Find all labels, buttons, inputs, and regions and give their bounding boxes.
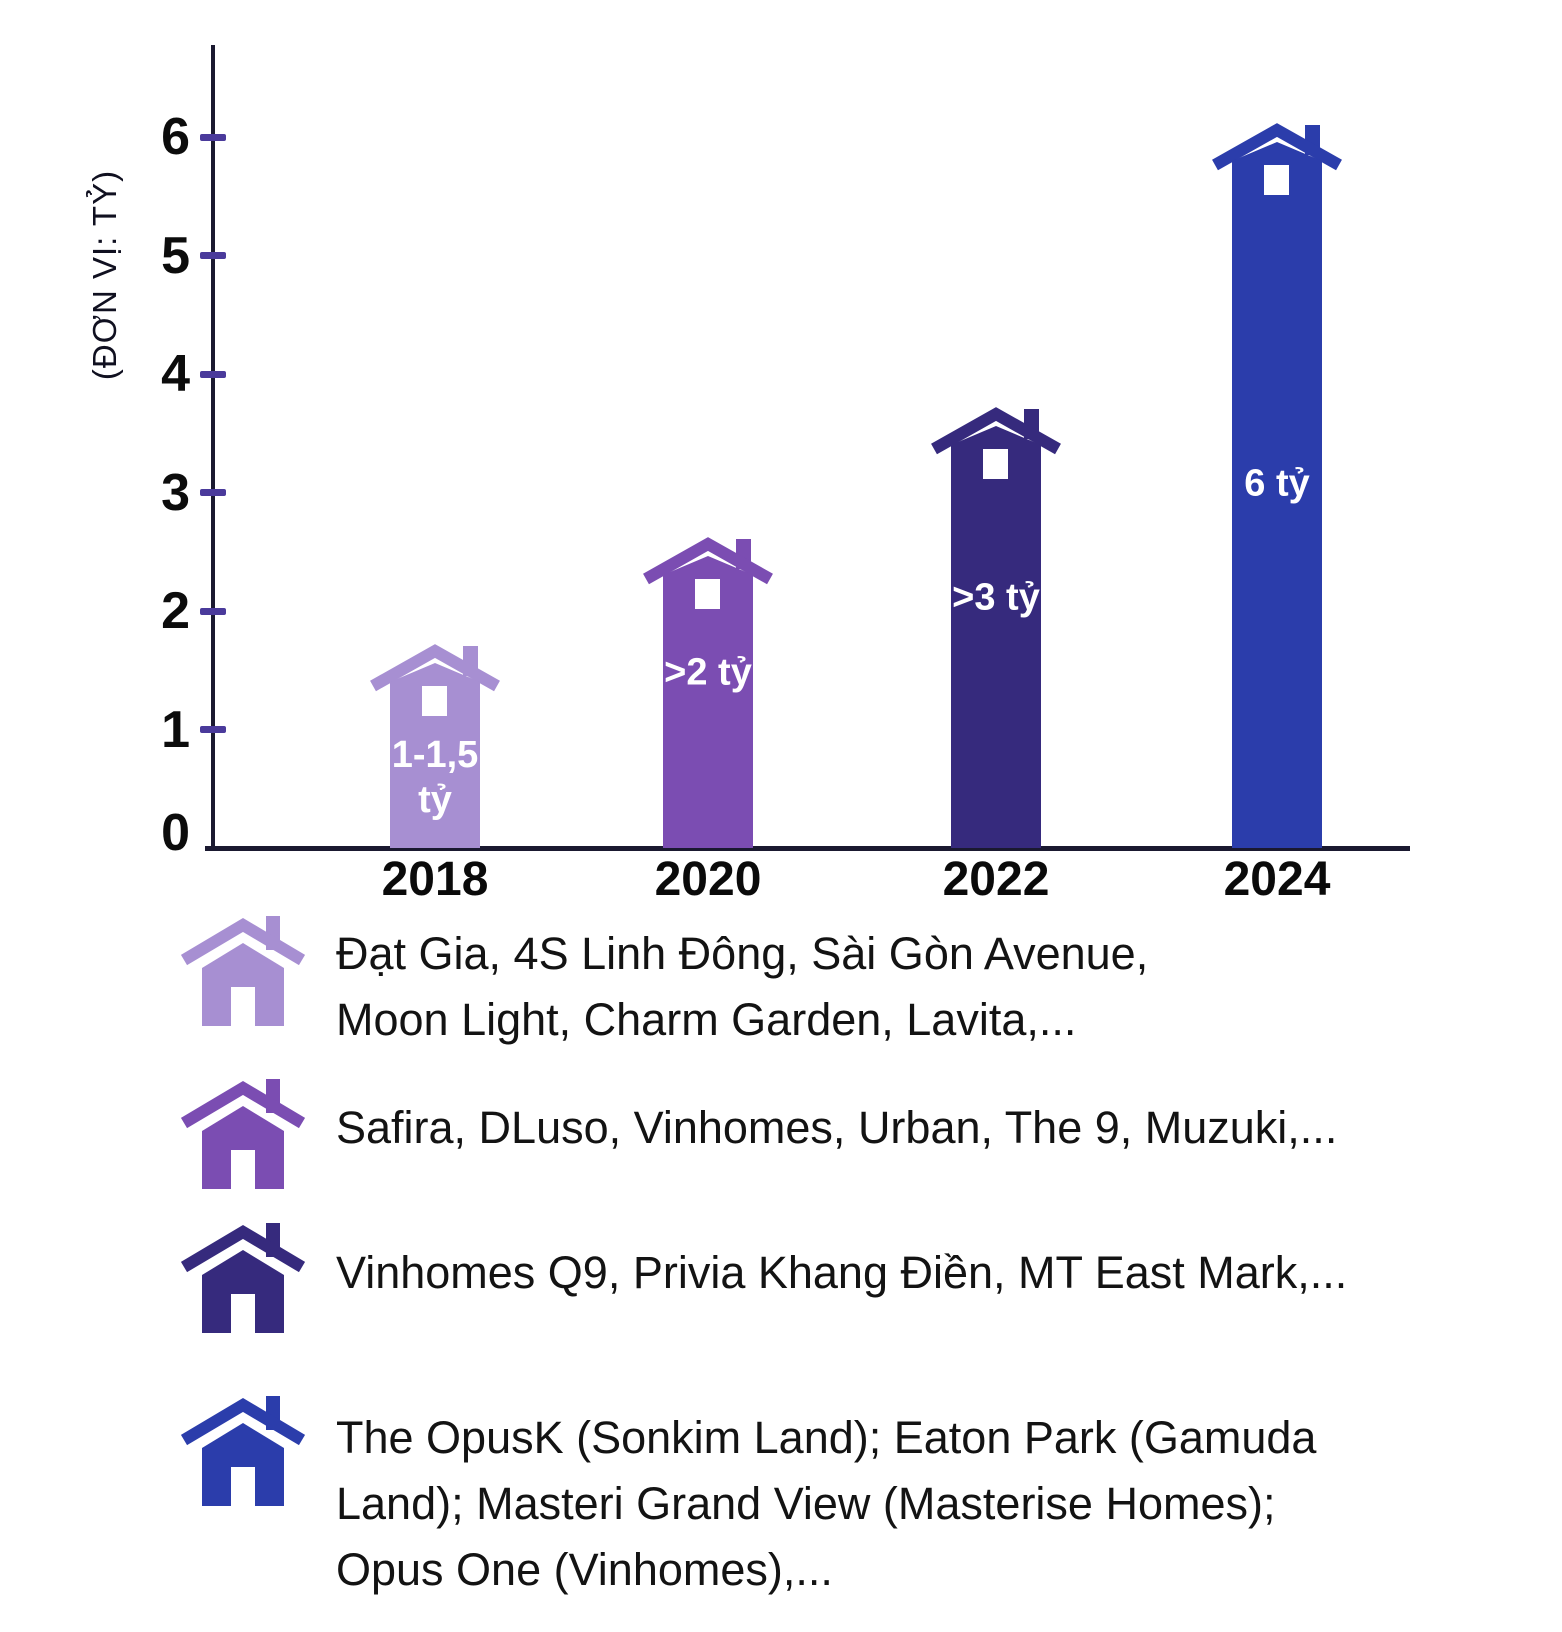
legend-icon-wrap [178, 1217, 308, 1338]
house-icon [180, 1079, 306, 1189]
bar-value-label: 1-1,5 tỷ [391, 734, 479, 822]
y-tick-label: 1 [161, 700, 190, 759]
y-tick-mark [200, 607, 226, 615]
bar-value-label: 6 tỷ [1244, 462, 1310, 505]
legend-item-text: The OpusK (Sonkim Land); Eaton Park (Gam… [336, 1412, 1317, 1596]
y-tick-label: 3 [161, 463, 190, 522]
roof-icon [643, 537, 773, 585]
bar-body [1232, 142, 1322, 848]
window-icon [1264, 165, 1289, 195]
window-icon [695, 579, 720, 609]
y-tick-mark [200, 370, 226, 378]
y-tick-label: 4 [161, 345, 190, 403]
window-icon [422, 686, 447, 716]
roof-icon [180, 918, 306, 966]
x-axis-line [205, 846, 1410, 851]
bar-body [390, 663, 480, 848]
roof-icon [1212, 123, 1342, 171]
house-bar-2024 [1210, 121, 1344, 853]
house-body [202, 1423, 284, 1506]
house-bar-shape [370, 644, 500, 848]
roof-icon [180, 1398, 306, 1446]
x-axis-label-2024: 2024 [1223, 853, 1331, 906]
legend-icon-wrap [178, 910, 308, 1031]
door-icon [231, 1150, 255, 1189]
house-bar-shape [1212, 123, 1342, 848]
door-icon [231, 1294, 255, 1333]
y-tick-mark [200, 252, 226, 259]
door-icon [231, 1467, 255, 1506]
house-body [202, 1106, 284, 1189]
house-bar-2018 [368, 642, 502, 853]
house-bar-2022 [929, 405, 1063, 853]
house-bar-shape [643, 537, 773, 848]
roof-icon [180, 1081, 306, 1129]
house-icon [180, 1223, 306, 1333]
house-icon [180, 916, 306, 1026]
y-tick-mark [200, 133, 226, 141]
y-tick-label: 0 [161, 804, 190, 862]
legend-item-text: Safira, DLuso, Vinhomes, Urban, The 9, M… [336, 1102, 1338, 1153]
roof-icon [180, 1225, 306, 1273]
x-axis-label-2020: 2020 [654, 853, 762, 906]
y-tick-mark [200, 726, 226, 733]
roof-icon [370, 644, 500, 692]
house-bar-shape [931, 407, 1061, 848]
y-axis-line [211, 45, 215, 851]
legend-item-text: Đạt Gia, 4S Linh Đông, Sài Gòn Avenue, M… [336, 928, 1149, 1046]
x-axis-label-2022: 2022 [942, 853, 1050, 906]
house-bar-2020 [641, 535, 775, 853]
y-tick-label: 2 [161, 582, 190, 640]
roof-icon [931, 407, 1061, 455]
house-body [202, 1250, 284, 1333]
y-tick-label: 5 [161, 226, 190, 285]
bar-body [663, 556, 753, 848]
bar-value-label: >3 tỷ [952, 576, 1040, 619]
x-axis-label-2018: 2018 [381, 853, 489, 906]
bar-value-label: >2 tỷ [664, 651, 752, 694]
door-icon [231, 987, 255, 1026]
house-body [202, 943, 284, 1026]
bar-body [951, 426, 1041, 848]
legend-item-text: Vinhomes Q9, Privia Khang Điền, MT East … [336, 1247, 1348, 1298]
y-tick-label: 6 [161, 108, 190, 166]
y-tick-mark [200, 489, 226, 496]
legend-icon-wrap [178, 1390, 308, 1511]
window-icon [983, 449, 1008, 479]
house-icon [180, 1396, 306, 1506]
legend-icon-wrap [178, 1073, 308, 1194]
